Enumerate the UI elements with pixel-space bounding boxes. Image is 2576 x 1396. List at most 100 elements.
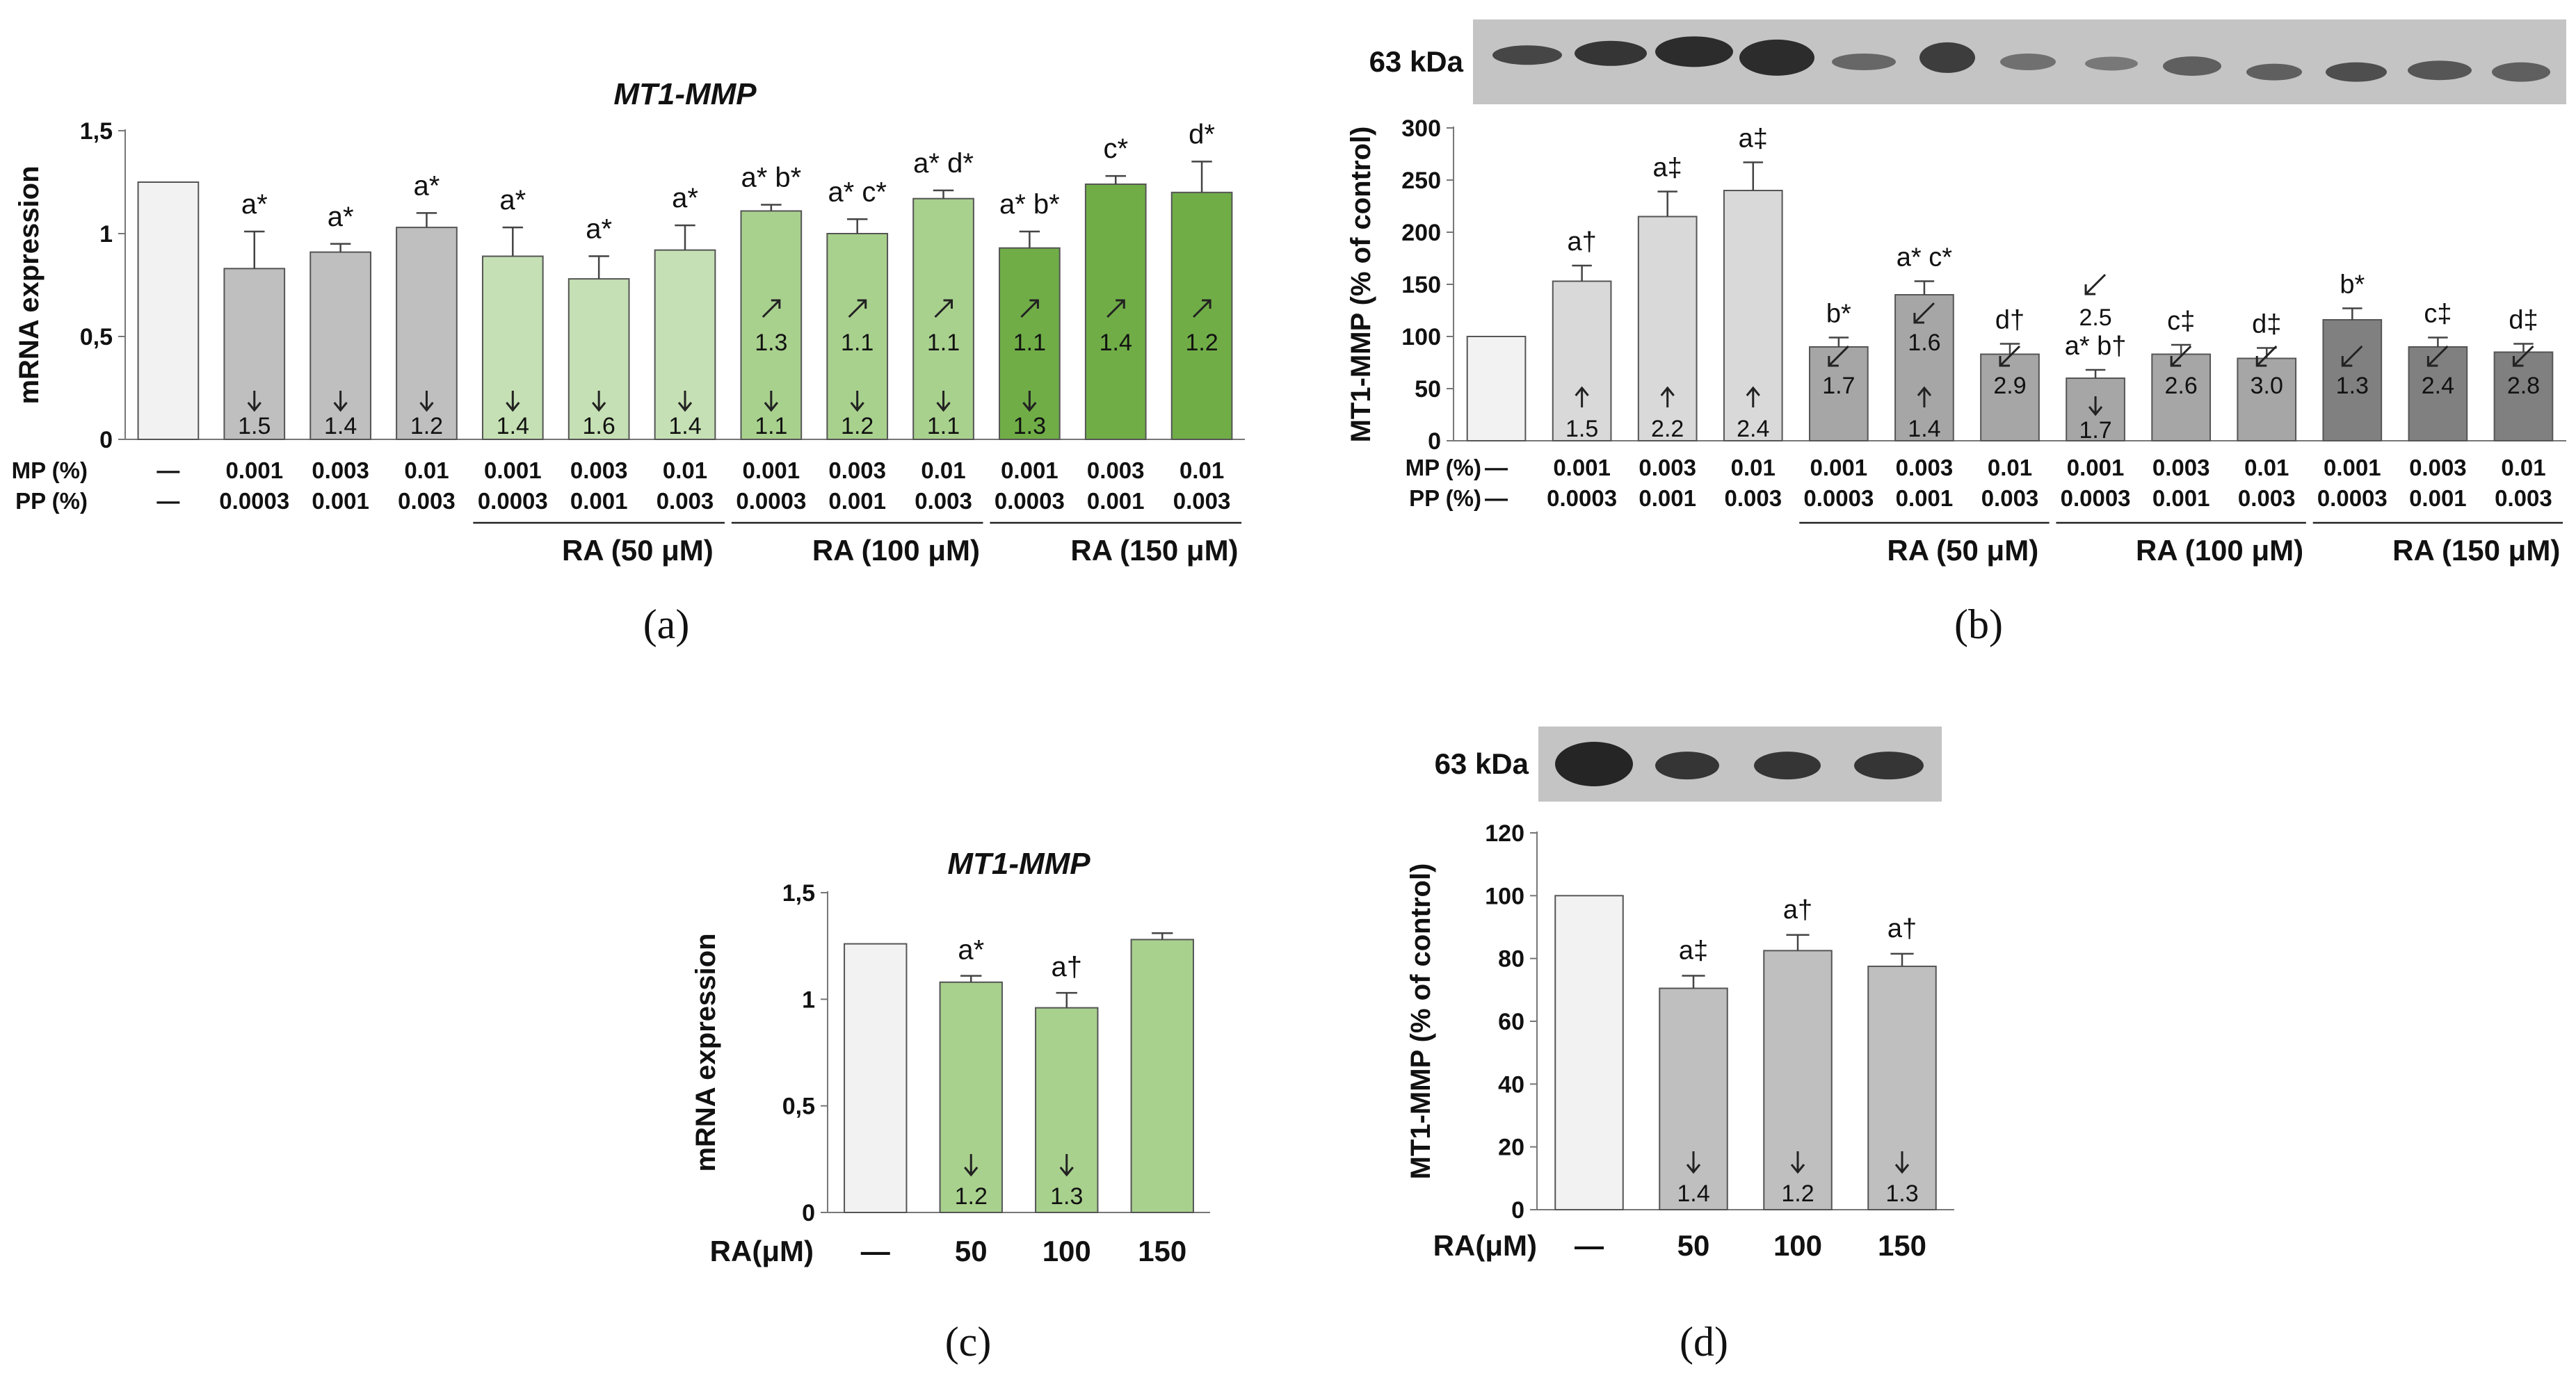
y-tick-label: 1,5 [782,880,815,907]
fold-arrow-head [1999,356,2010,367]
row-value: 0.0003 [995,488,1065,514]
y-tick-label: 40 [1498,1071,1524,1098]
y-tick-label: 0 [802,1200,815,1226]
x-tick-label: 150 [1878,1229,1926,1262]
row-value: 0.01 [1180,457,1224,483]
row-value: 0.001 [225,457,283,483]
x-prefix-label: RA(μM) [710,1235,814,1267]
fold-arrow-shaft [2256,345,2278,367]
blot-band [2246,63,2302,81]
bar [567,278,630,440]
y-tick-label: 1 [99,221,113,247]
blot-band [1854,752,1924,780]
fold-change-value: 1.4 [668,413,701,439]
y-axis-label: mRNA expression [691,933,721,1171]
fold-change-value: 2.5 [2079,305,2111,331]
row-label: PP (%) [1409,485,1481,511]
fold-arrow-head [764,402,779,412]
significance-label: a* c* [1897,243,1952,273]
fold-change-value: 1.6 [583,413,615,439]
blot-band [1492,45,1562,65]
group-label: RA (100 μM) [812,534,980,567]
bar [137,181,200,440]
bar [844,943,908,1213]
row-value: 0.001 [2409,485,2467,511]
significance-label: a* [586,214,612,245]
blot-band [1555,742,1633,786]
row-value: 0.003 [398,488,456,514]
row-value: 0.003 [2238,485,2296,511]
fold-arrow-shaft [1999,345,2021,367]
fold-change-value: 2.4 [1737,416,1769,442]
y-tick-label: 60 [1498,1009,1524,1035]
x-tick-label: 50 [1677,1229,1710,1262]
chart-title: MT1-MMP [613,77,757,111]
row-value: 0.001 [1810,455,1868,480]
y-tick-label: 100 [1485,883,1524,909]
row-label: MP (%) [1406,455,1481,480]
fold-arrow-head [850,402,864,412]
row-value: 0.003 [570,457,628,483]
bar [1659,987,1728,1210]
row-value: 0.003 [1981,485,2039,511]
row-value: 0.003 [2152,455,2210,480]
x-tick-label: — [861,1235,890,1267]
row-value: 0.001 [312,488,369,514]
fold-arrow-shaft [848,299,867,318]
fold-arrow-head [419,402,434,412]
fold-change-value: 1.1 [755,413,787,439]
x-tick-label: 150 [1138,1235,1186,1267]
fold-arrow-head [857,299,867,309]
panel-c: MT1-MMP 0 0,5 1 1,5 mRNA expression a* a† 1.2 1.3… [691,847,1210,1365]
y-tick-label: 1 [802,987,815,1013]
row-value: 0.003 [1896,455,1954,480]
fold-arrow-head [1913,313,1924,324]
significance-label: a‡ [1653,154,1682,183]
fold-arrow-shaft [2171,345,2192,367]
significance-label: d* [1189,119,1215,149]
row-value: 0.0003 [2317,485,2388,511]
significance-label: a* b* [999,189,1060,220]
fold-arrow-head [964,1167,979,1177]
blot-band [1919,42,1975,73]
bar [2151,353,2211,441]
significance-label: a† [1887,914,1917,943]
fold-arrow-head [1894,1164,1910,1174]
panel-d: 0 20 40 60 80 100 120 MT1-MMP (% of control) 63 … [1406,727,1954,1365]
group-label: RA (150 μM) [1070,534,1238,567]
row-label: PP (%) [15,488,88,514]
x-prefix-label: RA(μM) [1433,1229,1537,1262]
row-value: 0.003 [2495,485,2552,511]
blot-band [1575,40,1647,66]
y-tick-label: 80 [1498,946,1524,973]
fold-change-value: 1.1 [1013,330,1046,356]
blot-band [2326,62,2387,82]
row-value: — [156,488,179,514]
significance-label: d† [1995,306,2024,335]
x-tick-label: 100 [1773,1229,1822,1262]
fold-change-value: 3.0 [2251,373,2283,399]
significance-label: a‡ [1739,124,1768,154]
row-value: 0.01 [1731,455,1776,480]
fold-arrow-head [2341,356,2353,367]
row-value: 0.003 [828,457,886,483]
panel-b: 0 50 100 150 200 250 300 MT1-MMP (% of control)… [1346,19,2566,647]
fold-arrow-head [247,402,261,412]
bar [1552,280,1612,441]
bar [1084,183,1147,440]
fold-change-value: 1.3 [1050,1183,1083,1210]
fold-change-value: 1.3 [755,330,787,356]
bar [2493,351,2554,441]
fold-change-value: 1.2 [410,413,443,439]
bar [1554,895,1624,1211]
panel-label: (a) [643,601,690,647]
fold-change-value: 2.8 [2507,373,2540,399]
fold-change-value: 1.2 [955,1183,988,1210]
bar [1170,191,1233,440]
significance-label: a† [1783,895,1812,925]
group-label: RA (150 μM) [2392,534,2560,567]
fold-arrow-shaft [934,299,953,318]
fold-change-value: 1.5 [1565,416,1598,442]
fold-change-value: 2.2 [1651,416,1684,442]
y-tick-label: 0 [1511,1197,1524,1224]
